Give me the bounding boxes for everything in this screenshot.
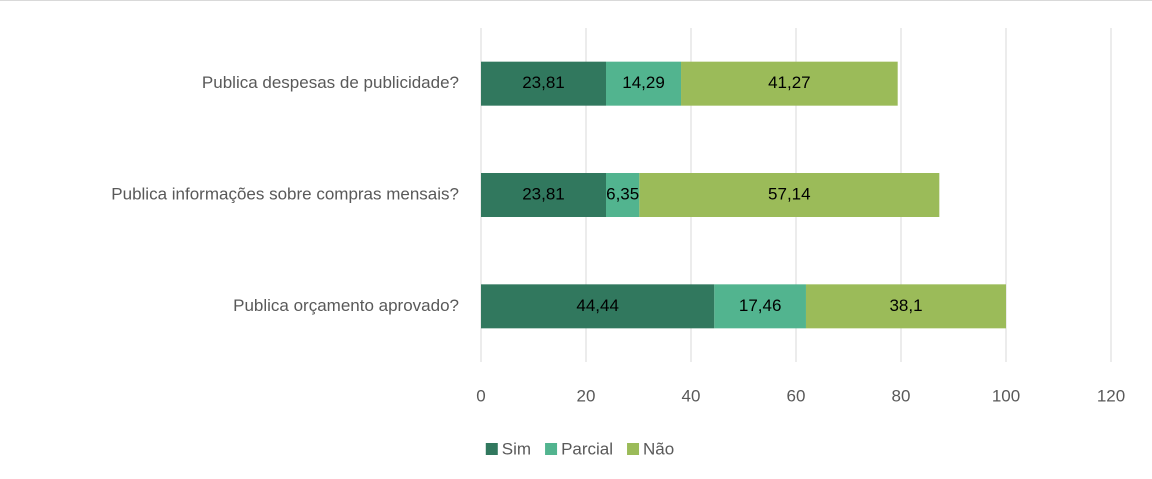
legend-label: Não (643, 439, 674, 458)
y-tick-label: Publica orçamento aprovado? (233, 296, 459, 315)
bar-segment (481, 61, 607, 106)
bar-segment (606, 61, 682, 106)
x-tick-label: 120 (1097, 386, 1125, 405)
bar-segment (481, 284, 715, 329)
x-tick-label: 20 (577, 386, 596, 405)
bar-segment (639, 173, 940, 217)
legend-item: Não (627, 439, 674, 458)
bar-segment (606, 173, 640, 217)
bar-segment (805, 284, 1006, 329)
legend-swatch (545, 443, 558, 455)
data-label: 6,35 (606, 184, 639, 203)
legend-label: Parcial (561, 439, 613, 458)
x-tick-label: 100 (992, 386, 1020, 405)
data-label: 23,81 (522, 184, 565, 203)
legend-item: Parcial (545, 439, 613, 458)
data-label: 14,29 (622, 73, 665, 92)
y-tick-label: Publica despesas de publicidade? (202, 73, 459, 92)
legend-item: Sim (485, 439, 531, 458)
x-tick-label: 80 (892, 386, 911, 405)
legend: Sim Parcial Não (485, 439, 674, 458)
bars: Publica despesas de publicidade? 23,81 14,… (111, 61, 1006, 329)
data-label: 17,46 (739, 296, 782, 315)
legend-swatch (627, 443, 640, 455)
data-label: 41,27 (768, 73, 811, 92)
legend-label: Sim (502, 439, 531, 458)
data-label: 38,1 (889, 296, 922, 315)
y-tick-label: Publica informações sobre compras mensai… (111, 184, 459, 203)
bar-segment (714, 284, 806, 329)
legend-swatch (485, 443, 498, 455)
bar-segment (481, 173, 607, 217)
bar-segment (681, 61, 898, 106)
data-label: 44,44 (576, 296, 619, 315)
x-tick-label: 0 (476, 386, 485, 405)
data-label: 23,81 (522, 73, 565, 92)
x-tick-label: 40 (682, 386, 701, 405)
x-tick-label: 60 (787, 386, 806, 405)
data-label: 57,14 (768, 184, 811, 203)
